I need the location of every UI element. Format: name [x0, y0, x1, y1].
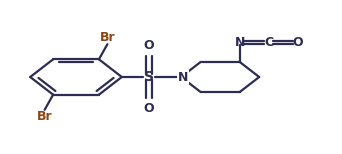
Text: N: N	[178, 71, 188, 83]
Text: C: C	[264, 36, 273, 49]
Text: N: N	[235, 36, 245, 49]
Text: S: S	[144, 70, 154, 84]
Text: N: N	[178, 71, 188, 83]
Text: Br: Br	[37, 110, 52, 123]
Text: O: O	[292, 36, 303, 49]
Text: O: O	[144, 102, 154, 115]
Text: O: O	[144, 39, 154, 52]
Text: Br: Br	[100, 31, 115, 44]
